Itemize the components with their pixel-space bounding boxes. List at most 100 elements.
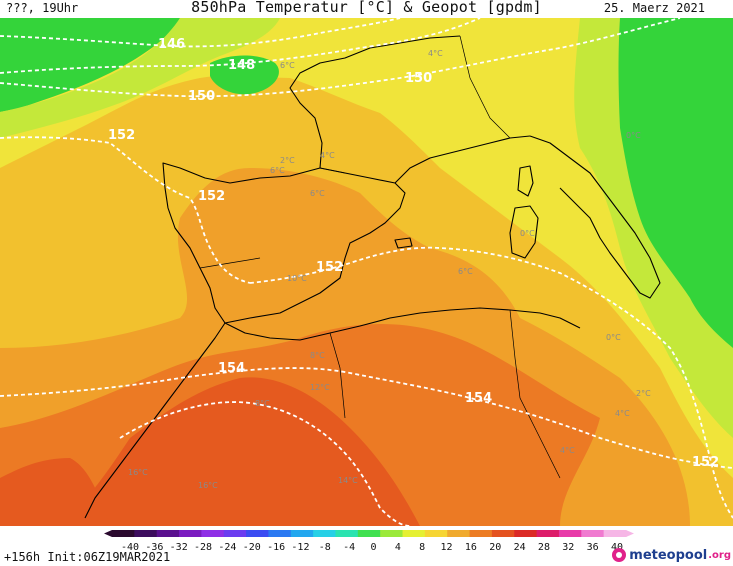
north-africa-coast bbox=[224, 307, 581, 341]
temp-field-green bbox=[618, 18, 733, 348]
color-legend-segment bbox=[558, 530, 582, 537]
color-legend-segment bbox=[380, 530, 404, 537]
color-legend-segment bbox=[290, 530, 314, 537]
temp-label: 12°C bbox=[310, 383, 330, 392]
logo-text: meteopool bbox=[629, 547, 708, 563]
temp-field-yellow bbox=[0, 18, 733, 478]
color-legend-tick-label: 32 bbox=[562, 542, 574, 553]
color-legend-tick-label: 8 bbox=[419, 542, 425, 553]
temp-label: 0°C bbox=[606, 333, 621, 342]
temp-label: 4°C bbox=[428, 49, 443, 58]
sardinia bbox=[509, 205, 539, 259]
balearics bbox=[394, 237, 413, 249]
logo-tld: .org bbox=[708, 549, 731, 561]
color-legend-tick-label: -24 bbox=[218, 542, 236, 553]
italy-coast bbox=[529, 135, 661, 299]
geopot-label: 148 bbox=[228, 58, 255, 73]
color-legend-tick-label: 36 bbox=[587, 542, 599, 553]
color-legend: -40 -36 -32 -28 -24 -20 -16 -12 -8 -4 0 4 8 12 16 20 24 2… bbox=[104, 530, 634, 553]
temp-label: 8°C bbox=[255, 399, 270, 408]
temp-label: 4°C bbox=[320, 151, 335, 160]
coastlines bbox=[84, 35, 661, 519]
logo-icon bbox=[612, 548, 627, 562]
init-time-label: +156h Init:06Z19MAR2021 bbox=[4, 550, 171, 564]
isoline-156 bbox=[119, 401, 411, 526]
isoline-152-west bbox=[0, 136, 251, 284]
temp-label: 16°C bbox=[128, 468, 148, 477]
isoline-148 bbox=[0, 18, 481, 74]
color-legend-segment bbox=[357, 530, 381, 537]
temp-label: 16°C bbox=[198, 481, 218, 490]
map-title: 850hPa Temperatur [°C] & Geopot [gpdm] bbox=[191, 0, 542, 16]
color-legend-ticks: -40 -36 -32 -28 -24 -20 -16 -12 -8 -4 0 4 8 12 16 20 24 2… bbox=[121, 542, 623, 553]
geopot-label: 150 bbox=[188, 89, 215, 104]
geopot-label: 152 bbox=[316, 260, 343, 275]
temp-label: 0°C bbox=[626, 131, 641, 140]
color-legend-tick-label: -16 bbox=[267, 542, 285, 553]
color-legend-segment bbox=[223, 530, 247, 537]
color-legend-tick-label: -32 bbox=[170, 542, 188, 553]
color-legend-segment bbox=[112, 530, 135, 537]
color-legend-tick-label: 28 bbox=[538, 542, 550, 553]
footer: -40 -36 -32 -28 -24 -20 -16 -12 -8 -4 0 4 8 12 16 20 24 2… bbox=[0, 526, 733, 566]
france-south-coast bbox=[394, 135, 531, 184]
temp-label: 6°C bbox=[280, 61, 295, 70]
morocco-coast bbox=[84, 322, 226, 519]
color-legend-segment bbox=[156, 530, 180, 537]
valid-time-label: ???, 19Uhr bbox=[6, 1, 79, 15]
temp-label: 14°C bbox=[338, 476, 358, 485]
temp-field-yellow-nw bbox=[0, 18, 280, 138]
color-legend-tick-label: -28 bbox=[194, 542, 212, 553]
isoline-146 bbox=[0, 18, 401, 48]
borders bbox=[199, 35, 561, 479]
corsica bbox=[517, 165, 534, 197]
header: ???, 19Uhr 850hPa Temperatur [°C] & Geop… bbox=[0, 0, 733, 18]
border-5 bbox=[459, 35, 511, 139]
color-legend-tick-label: 16 bbox=[465, 542, 477, 553]
color-legend-tick-label: -12 bbox=[291, 542, 309, 553]
color-legend-segment bbox=[201, 530, 225, 537]
color-legend-segment bbox=[268, 530, 292, 537]
temp-field-red-sw bbox=[0, 458, 110, 526]
color-legend-tick-label: 12 bbox=[441, 542, 453, 553]
geopot-label: 152 bbox=[108, 128, 135, 143]
color-legend-tick-label: 40 bbox=[611, 542, 623, 553]
iberia-coast bbox=[162, 162, 406, 324]
geopot-label: 150 bbox=[405, 71, 432, 86]
geopot-label: 152 bbox=[692, 455, 719, 470]
border-4 bbox=[509, 309, 561, 479]
color-legend-segment bbox=[134, 530, 158, 537]
temp-label: 2°C bbox=[280, 156, 295, 165]
color-legend-segment bbox=[491, 530, 515, 537]
color-legend-segment bbox=[246, 530, 269, 537]
meteopool-logo[interactable]: meteopool .org bbox=[612, 546, 731, 564]
color-legend-segment bbox=[536, 530, 560, 537]
temp-label: 6°C bbox=[458, 267, 473, 276]
color-legend-segment bbox=[179, 530, 202, 537]
color-legend-tick-label: 4 bbox=[395, 542, 401, 553]
color-legend-segment bbox=[447, 530, 471, 537]
color-legend-segment bbox=[581, 530, 605, 537]
geopot-label: 154 bbox=[218, 361, 245, 376]
color-legend-arrow-right bbox=[626, 530, 634, 537]
isoline-152-central bbox=[249, 246, 733, 519]
weather-map: 146 148 150 150 152 152 152 154 154 152 … bbox=[0, 18, 733, 526]
geopot-isolines bbox=[0, 18, 733, 526]
color-legend-tick-label: -4 bbox=[343, 542, 355, 553]
isoline-154 bbox=[0, 367, 733, 469]
temp-label: 4°C bbox=[615, 409, 630, 418]
temp-label: 10°C bbox=[287, 274, 307, 283]
color-legend-tick-label: 24 bbox=[514, 542, 526, 553]
temp-label: 8°C bbox=[310, 351, 325, 360]
geopot-label: 152 bbox=[198, 189, 225, 204]
color-legend-segment bbox=[424, 530, 448, 537]
color-legend-segment bbox=[313, 530, 336, 537]
geopot-label: 154 bbox=[465, 391, 492, 406]
color-legend-tick-label: 0 bbox=[370, 542, 376, 553]
color-legend-tick-label: 20 bbox=[489, 542, 501, 553]
temp-label: 6°C bbox=[310, 189, 325, 198]
color-legend-tick-label: -8 bbox=[319, 542, 331, 553]
color-legend-segment bbox=[402, 530, 426, 537]
temp-label: 4°C bbox=[560, 446, 575, 455]
color-legend-segment bbox=[514, 530, 538, 537]
